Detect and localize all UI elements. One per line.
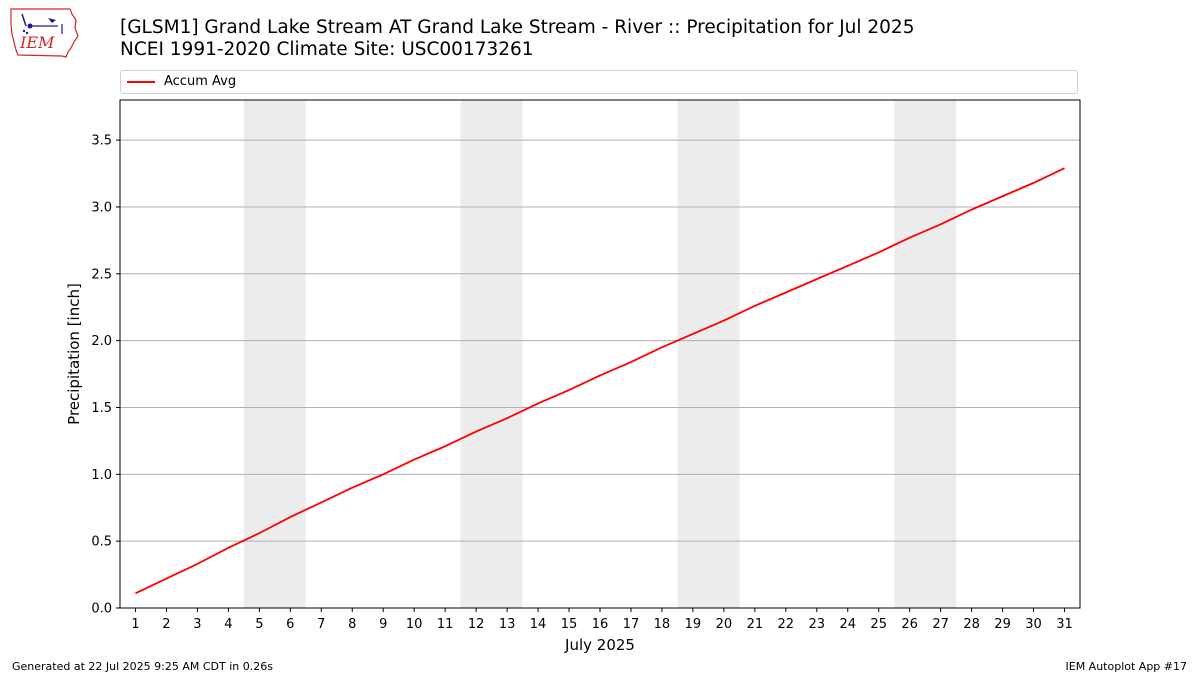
iem-iowa-logo-icon: IEM — [10, 8, 79, 58]
x-tick-label: 12 — [468, 617, 485, 632]
iem-logo: IEM — [8, 6, 80, 60]
data-point — [692, 333, 694, 335]
x-tick-label: 20 — [716, 617, 733, 632]
x-tick-label: 31 — [1056, 617, 1073, 632]
y-tick-label: 0.0 — [91, 602, 112, 617]
weekend-band — [460, 100, 523, 608]
data-point — [909, 237, 911, 239]
data-point — [1064, 167, 1066, 169]
data-point — [537, 402, 539, 404]
x-tick-label: 8 — [348, 617, 356, 632]
x-tick-label: 3 — [193, 617, 201, 632]
weekend-band — [243, 100, 306, 608]
y-tick-label: 2.5 — [91, 267, 112, 282]
x-tick-label: 6 — [286, 617, 294, 632]
data-point — [599, 374, 601, 376]
y-tick-label: 1.0 — [91, 468, 112, 483]
y-tick-label: 0.5 — [91, 535, 112, 550]
series-layer — [134, 167, 1066, 595]
data-point — [754, 305, 756, 307]
data-point — [196, 563, 198, 565]
x-tick-label: 9 — [379, 617, 387, 632]
data-point — [444, 445, 446, 447]
x-tick-label: 28 — [963, 617, 980, 632]
x-tick-label: 15 — [561, 617, 578, 632]
series-line-accum-avg — [135, 167, 1065, 595]
x-tick-label: 14 — [530, 617, 547, 632]
data-point — [847, 265, 849, 267]
x-tick-label: 1 — [131, 617, 139, 632]
x-tick-label: 27 — [932, 617, 949, 632]
data-point — [351, 487, 353, 489]
generated-timestamp: Generated at 22 Jul 2025 9:25 AM CDT in … — [12, 660, 273, 673]
x-axis-label: July 2025 — [564, 636, 635, 654]
legend-label: Accum Avg — [164, 74, 237, 89]
x-tick-label: 24 — [839, 617, 856, 632]
y-axis: 0.0 0.5 1.0 1.5 2.0 2.5 3.0 3.5 — [91, 134, 120, 617]
weekend-bands — [243, 100, 957, 608]
x-tick-label: 10 — [406, 617, 423, 632]
x-tick-label: 17 — [623, 617, 640, 632]
y-tick-label: 2.0 — [91, 334, 112, 349]
data-point — [630, 361, 632, 363]
x-axis: 1 2 3 4 5 6 7 8 9 10 11 12 13 14 15 16 17 18 19 20 21 22 23 24 2… — [131, 608, 1073, 632]
x-tick-label: 18 — [654, 617, 671, 632]
data-point — [134, 592, 136, 594]
x-tick-label: 21 — [747, 617, 764, 632]
chart-subtitle: NCEI 1991-2020 Climate Site: USC00173261 — [120, 39, 534, 60]
data-point — [258, 532, 260, 534]
x-tick-label: 26 — [901, 617, 918, 632]
legend-swatch — [127, 81, 155, 83]
data-point — [661, 346, 663, 348]
data-point — [227, 547, 229, 549]
data-point — [1002, 195, 1004, 197]
x-tick-label: 30 — [1025, 617, 1042, 632]
data-point — [506, 417, 508, 419]
x-tick-label: 5 — [255, 617, 263, 632]
chart-title-block: [GLSM1] Grand Lake Stream AT Grand Lake … — [120, 17, 914, 61]
data-point — [413, 459, 415, 461]
data-point — [320, 501, 322, 503]
x-tick-label: 25 — [870, 617, 887, 632]
x-tick-label: 13 — [499, 617, 516, 632]
x-tick-label: 11 — [437, 617, 454, 632]
x-tick-label: 4 — [224, 617, 232, 632]
data-point — [1033, 182, 1035, 184]
x-tick-label: 22 — [778, 617, 795, 632]
data-point — [816, 278, 818, 280]
data-point — [165, 578, 167, 580]
data-point — [382, 473, 384, 475]
x-tick-label: 16 — [592, 617, 609, 632]
data-point — [475, 431, 477, 433]
chart-legend: Accum Avg — [120, 70, 1078, 94]
x-tick-label: 29 — [994, 617, 1011, 632]
y-tick-label: 3.0 — [91, 200, 112, 215]
data-point — [723, 320, 725, 322]
data-point — [878, 251, 880, 253]
data-point — [568, 389, 570, 391]
data-point — [971, 209, 973, 211]
data-point — [940, 223, 942, 225]
weekend-band — [894, 100, 957, 608]
chart-title: [GLSM1] Grand Lake Stream AT Grand Lake … — [120, 17, 915, 38]
data-point — [289, 516, 291, 518]
grid-lines — [120, 139, 1080, 542]
app-credit: IEM Autoplot App #17 — [1065, 660, 1188, 673]
x-tick-label: 23 — [809, 617, 826, 632]
y-tick-label: 3.5 — [91, 134, 112, 149]
x-tick-label: 2 — [162, 617, 170, 632]
data-point — [785, 292, 787, 294]
logo-text: IEM — [19, 33, 55, 52]
weekend-band — [677, 100, 740, 608]
x-tick-label: 7 — [317, 617, 325, 632]
y-tick-label: 1.5 — [91, 401, 112, 416]
x-tick-label: 19 — [685, 617, 702, 632]
y-axis-label: Precipitation [inch] — [65, 283, 83, 425]
